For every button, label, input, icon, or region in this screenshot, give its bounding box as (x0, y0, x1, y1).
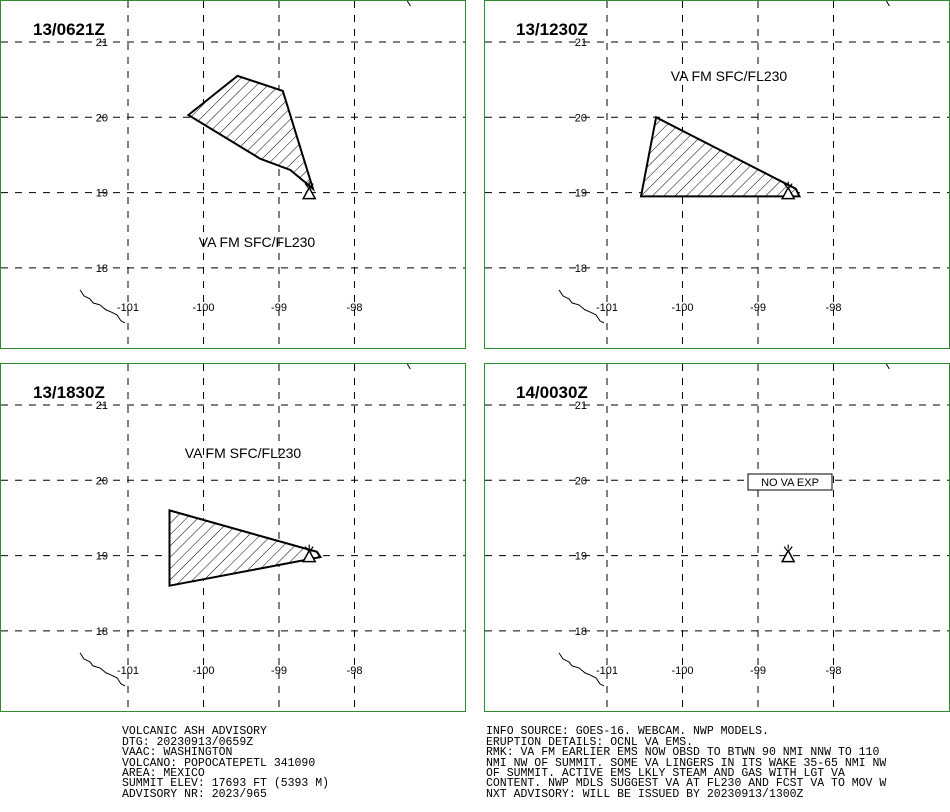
coastline (406, 364, 411, 370)
advisory-line: OF SUMMIT. ACTIVE EMS LKLY STEAM AND GAS… (486, 767, 845, 781)
no-va-box (747, 473, 833, 491)
panel-label: VA FM SFC/FL230 (185, 445, 302, 461)
lat-tick-label: 19 (575, 188, 587, 200)
advisory-line: VAAC: WASHINGTON (122, 746, 233, 760)
advisory-line: RMK: VA FM EARLIER EMS NOW OBSD TO BTWN … (486, 746, 880, 760)
map-panel-3: -101 -100 -99 -98 21 20 19 18 VA FM SFC/FL230 13… (0, 363, 466, 712)
lat-tick-label: 19 (575, 551, 587, 563)
map-canvas-1: -101 -100 -99 -98 21 20 19 18 VA FM SFC/FL230 (1, 1, 465, 348)
advisory-line: NXT ADVISORY: WILL BE ISSUED BY 20230913… (486, 787, 804, 801)
advisory-info-left: VOLCANIC ASH ADVISORY DTG: 20230913/0659Z… (122, 717, 329, 811)
lon-tick-label: -98 (826, 665, 842, 677)
advisory-info-right: INFO SOURCE: GOES-16. WEBCAM. NWP MODELS… (486, 717, 886, 811)
advisory-line: INFO SOURCE: GOES-16. WEBCAM. NWP MODELS… (486, 725, 769, 739)
advisory-line: VOLCANIC ASH ADVISORY (122, 725, 267, 739)
advisory-line: ERUPTION DETAILS: OCNL VA EMS. (486, 735, 694, 749)
panel-time-3: 13/1830Z (33, 383, 105, 402)
lat-tick-label: 18 (575, 263, 587, 275)
coastline (406, 1, 411, 7)
lat-tick-label: 19 (96, 188, 108, 200)
ash-cloud-polygon (639, 115, 802, 198)
lon-tick-label: -98 (347, 302, 363, 314)
coastline (558, 289, 605, 324)
lat-tick-label: 18 (96, 263, 108, 275)
lat-tick-label: 18 (575, 626, 587, 638)
ash-cloud-polygon (168, 509, 323, 587)
ash-cloud-polygon (186, 74, 315, 192)
map-canvas-4: -101 -100 -99 -98 21 20 19 18 NO VA EXP (485, 364, 949, 711)
map-panel-2: -101 -100 -99 -98 21 20 19 18 VA FM SFC/FL230 13… (484, 0, 950, 349)
lon-tick-label: -100 (671, 302, 693, 314)
lon-tick-label: -99 (271, 665, 287, 677)
lon-tick-label: -101 (596, 302, 618, 314)
lon-tick-label: -100 (192, 302, 214, 314)
lat-tick-label: 19 (96, 551, 108, 563)
coastline (885, 1, 890, 7)
panel-time-2: 13/1230Z (516, 20, 588, 39)
advisory-line: CONTENT. NWP MDLS SUGGEST VA AT FL230 AN… (486, 777, 887, 791)
panel-label: VA FM SFC/FL230 (671, 68, 788, 84)
lon-tick-label: -100 (192, 665, 214, 677)
volcano-icon (301, 544, 317, 563)
volcano-icon (780, 544, 796, 563)
lon-tick-label: -99 (750, 665, 766, 677)
lat-tick-label: 21 (96, 37, 108, 49)
map-panel-1: -101 -100 -99 -98 21 20 19 18 VA FM SFC/FL230 13… (0, 0, 466, 349)
volcano-icon (301, 181, 317, 200)
panel-time-4: 14/0030Z (516, 383, 588, 402)
lon-tick-label: -101 (117, 665, 139, 677)
map-canvas-3: -101 -100 -99 -98 21 20 19 18 VA FM SFC/FL230 (1, 364, 465, 711)
volcano-icon (780, 181, 796, 200)
lat-tick-label: 21 (96, 400, 108, 412)
lat-tick-label: 20 (575, 112, 587, 124)
advisory-line: NMI NW OF SUMMIT. SOME VA LINGERS IN ITS… (486, 756, 887, 770)
lat-tick-label: 20 (575, 475, 587, 487)
lon-tick-label: -99 (271, 302, 287, 314)
advisory-line: ADVISORY NR: 2023/965 (122, 787, 267, 801)
panel-label: VA FM SFC/FL230 (199, 234, 316, 250)
advisory-line: DTG: 20230913/0659Z (122, 735, 254, 749)
coastline (558, 652, 605, 687)
lon-tick-label: -99 (750, 302, 766, 314)
advisory-line: AREA: MEXICO (122, 767, 205, 781)
lon-tick-label: -100 (671, 665, 693, 677)
lon-tick-label: -101 (596, 665, 618, 677)
coastline (885, 364, 890, 370)
lat-tick-label: 20 (96, 475, 108, 487)
panel-label: NO VA EXP (761, 477, 819, 489)
coastline (79, 289, 126, 324)
lat-tick-label: 20 (96, 112, 108, 124)
lon-tick-label: -98 (826, 302, 842, 314)
map-panel-4: -101 -100 -99 -98 21 20 19 18 NO VA EXP 14/0030Z (484, 363, 950, 712)
coastline (79, 652, 126, 687)
advisory-line: VOLCANO: POPOCATEPETL 341090 (122, 756, 316, 770)
lon-tick-label: -98 (347, 665, 363, 677)
map-canvas-2: -101 -100 -99 -98 21 20 19 18 VA FM SFC/FL230 (485, 1, 949, 348)
lat-tick-label: 21 (575, 400, 587, 412)
lon-tick-label: -101 (117, 302, 139, 314)
advisory-line: SUMMIT ELEV: 17693 FT (5393 M) (122, 777, 330, 791)
panel-time-1: 13/0621Z (33, 20, 105, 39)
lat-tick-label: 18 (96, 626, 108, 638)
lat-tick-label: 21 (575, 37, 587, 49)
